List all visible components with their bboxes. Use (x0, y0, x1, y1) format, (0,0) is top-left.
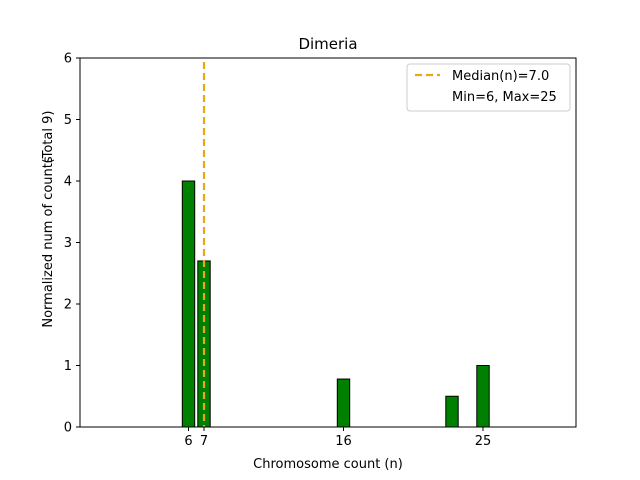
axes-frame (79, 57, 577, 428)
x-tick-label-2: 16 (335, 434, 352, 449)
legend-entry-range: Min=6, Max=25 (452, 90, 557, 105)
y-tick-label-4: 4 (64, 175, 72, 190)
chart-title: Dimeria (298, 35, 357, 53)
y-tick-label-1: 1 (64, 359, 72, 374)
legend-entry-median: Median(n)=7.0 (452, 69, 549, 84)
y-tick-label-5: 5 (64, 113, 72, 128)
x-tick-label-0: 6 (184, 434, 192, 449)
y-tick-label-3: 3 (64, 236, 72, 251)
y-axis-label: Normalized num of counts (41, 156, 56, 327)
bar-0 (181, 180, 196, 428)
x-axis-label: Chromosome count (n) (253, 457, 403, 472)
bar-3 (445, 395, 459, 428)
x-tick-label-1: 7 (200, 434, 208, 449)
y-axis-label-note: (Total 9) (41, 111, 56, 164)
y-tick-label-0: 0 (64, 421, 72, 436)
legend: Median(n)=7.0 Min=6, Max=25 (406, 63, 571, 112)
bar-2 (336, 378, 351, 428)
x-tick-label-3: 25 (475, 434, 492, 449)
legend-box (406, 63, 571, 112)
y-tick-label-2: 2 (64, 298, 72, 313)
y-tick-label-6: 6 (64, 52, 72, 67)
bar-4 (476, 365, 490, 428)
